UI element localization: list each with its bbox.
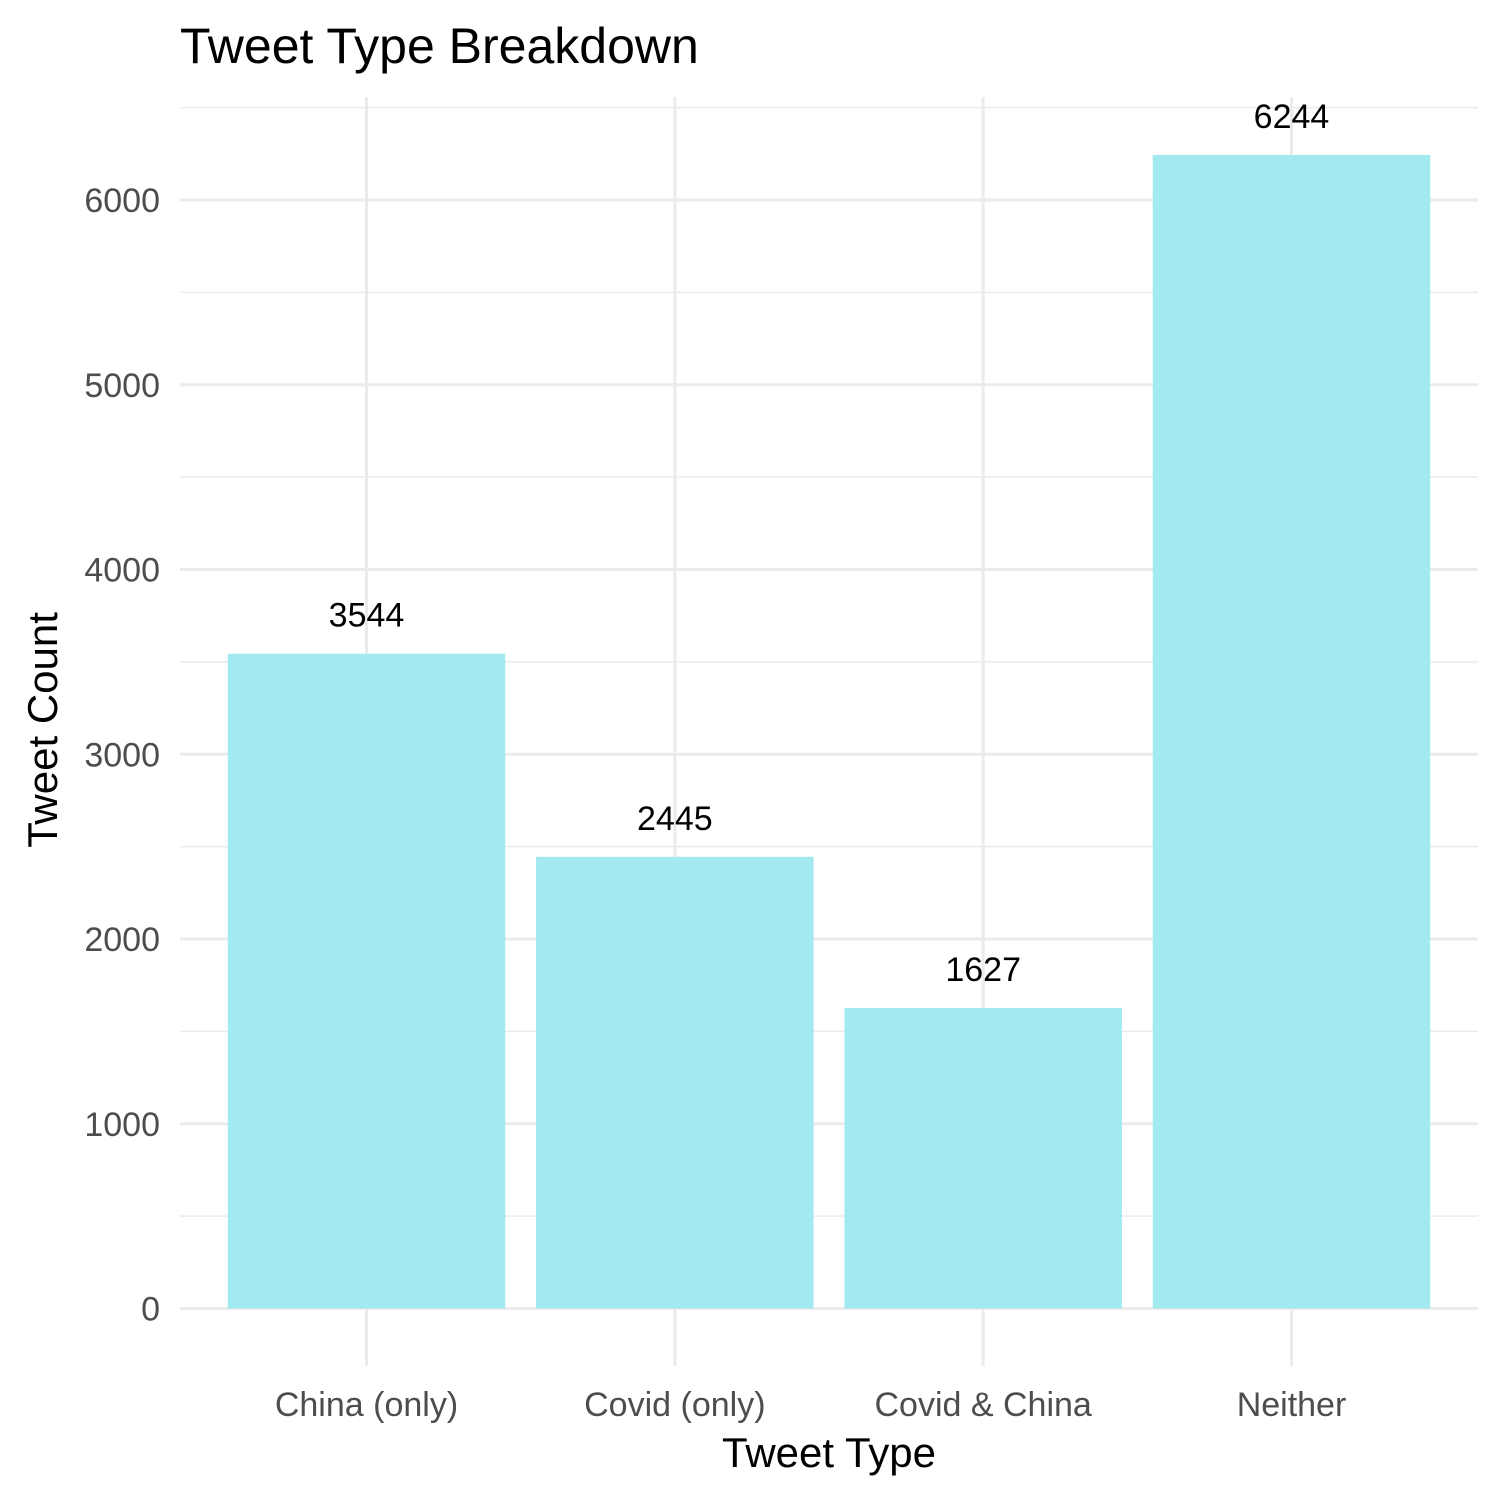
bars-layer [227,154,1431,1309]
bar-value-label: 1627 [945,951,1021,989]
y-axis-title: Tweet Count [19,612,66,848]
x-tick-label: Neither [1237,1386,1347,1424]
y-tick-label: 4000 [84,552,160,590]
y-tick-label: 3000 [84,736,160,774]
bar-value-label: 2445 [637,800,713,838]
data-labels-layer: 3544 2445 1627 6244 [329,98,1330,989]
y-tick-label: 5000 [84,367,160,405]
y-tick-label: 2000 [84,921,160,959]
x-axis-ticks: China (only) Covid (only) Covid & China Nei… [275,1386,1346,1424]
bar-value-label: 6244 [1254,98,1330,136]
bar [844,1007,1122,1309]
y-axis-ticks: 0 1000 2000 3000 4000 5000 6000 [84,182,160,1329]
y-tick-label: 0 [141,1291,160,1329]
y-tick-label: 6000 [84,182,160,220]
bar [536,856,814,1309]
chart-title: Tweet Type Breakdown [180,18,699,74]
bar [1152,154,1431,1309]
bar [227,653,506,1309]
x-tick-label: China (only) [275,1386,458,1424]
bar-value-label: 3544 [329,597,405,635]
x-tick-label: Covid (only) [584,1386,765,1424]
y-tick-label: 1000 [84,1106,160,1144]
x-tick-label: Covid & China [874,1386,1091,1424]
x-axis-title: Tweet Type [722,1429,936,1476]
